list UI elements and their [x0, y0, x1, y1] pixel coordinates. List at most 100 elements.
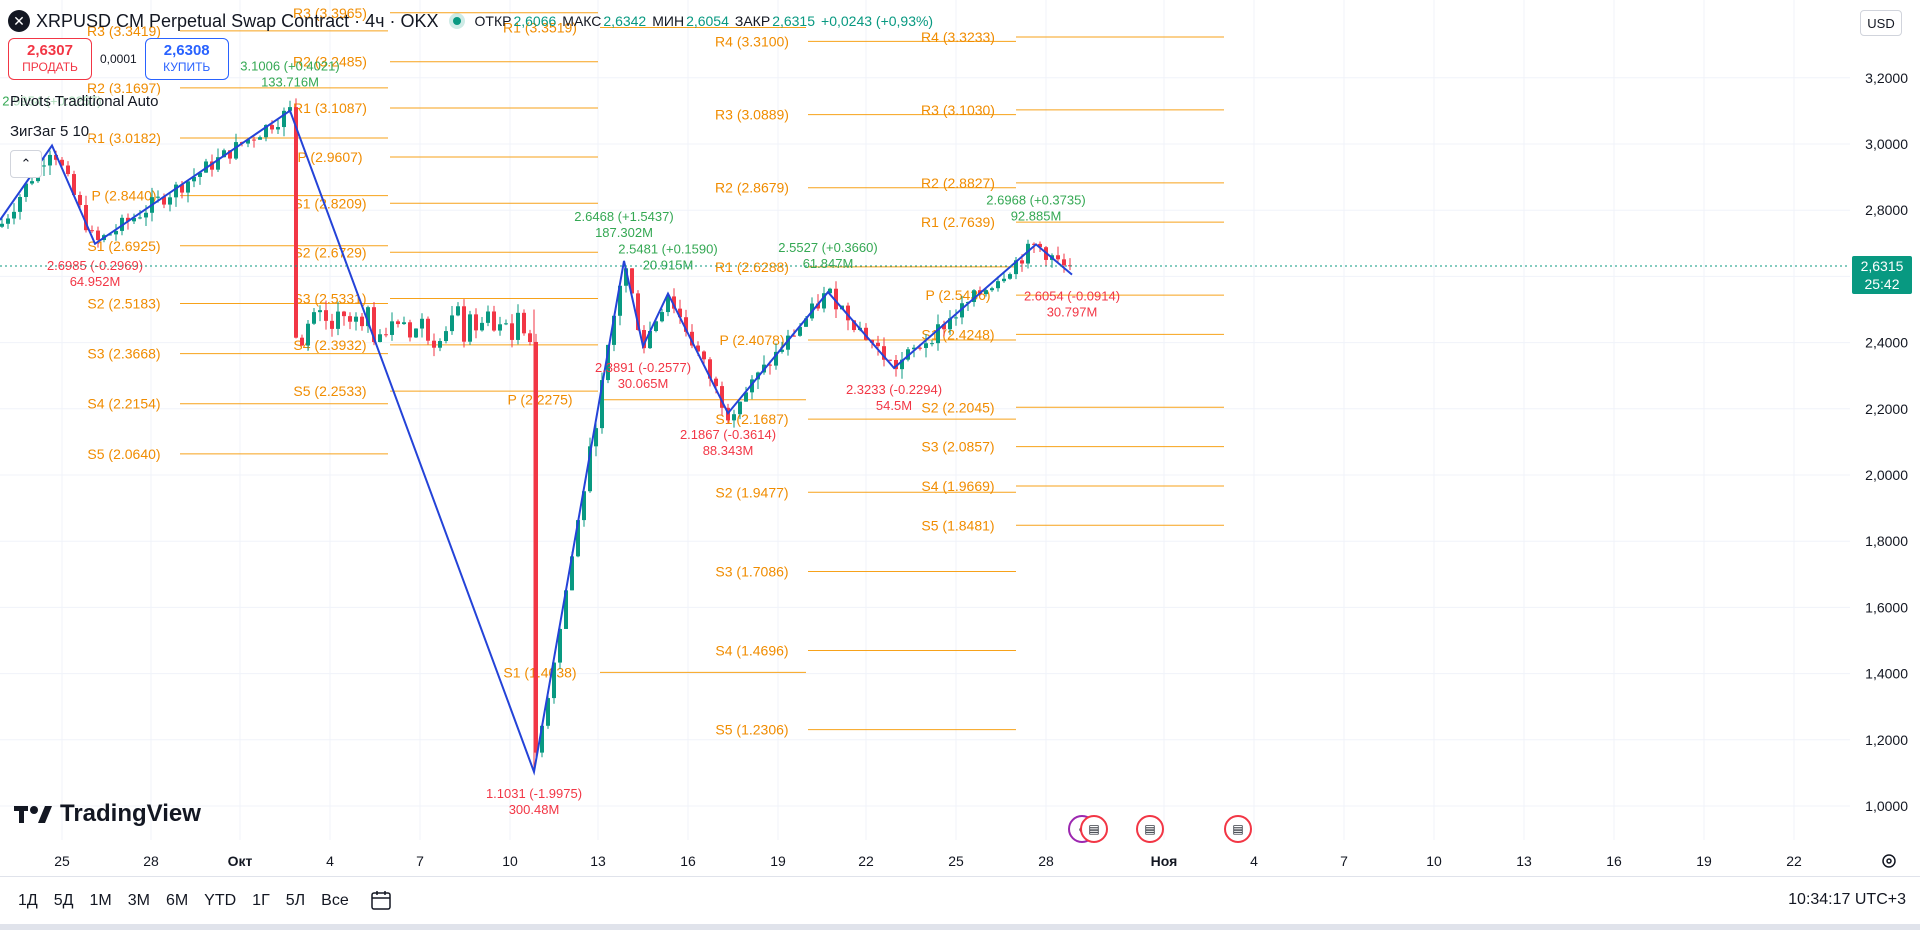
- candle-body: [24, 183, 28, 197]
- indicator-zigzag[interactable]: ЗигЗаг 5 10: [10, 123, 90, 140]
- pivot-label: R3 (3.0889): [715, 107, 789, 123]
- price-tick-label: 2,8000: [1865, 202, 1908, 218]
- candle-body: [252, 139, 256, 141]
- x-logo-icon[interactable]: ✕: [8, 10, 30, 32]
- candle-body: [912, 347, 916, 350]
- pivot-label: R2 (3.2485): [293, 54, 367, 70]
- range-button[interactable]: Все: [321, 892, 349, 909]
- time-tick-label: 4: [326, 853, 334, 869]
- candle-body: [822, 293, 826, 309]
- candle-body: [576, 520, 580, 557]
- candle-body: [864, 327, 868, 340]
- candle-body: [846, 305, 850, 321]
- pivot-label: R1 (3.0182): [87, 130, 161, 146]
- bar-countdown: 25:42: [1864, 276, 1900, 292]
- candle-body: [54, 154, 58, 160]
- bottom-strip: [0, 924, 1920, 930]
- candle-body: [156, 196, 160, 198]
- candle-body: [306, 323, 310, 346]
- pivot-label: S3 (2.3668): [87, 346, 160, 362]
- last-price-tag: 2,6315 25:42: [1852, 256, 1912, 294]
- candle-body: [96, 230, 100, 241]
- symbol-title[interactable]: XRPUSD CM Perpetual Swap Contract · 4ч ·…: [36, 10, 439, 31]
- candle-body: [492, 311, 496, 331]
- zigzag-volume-label: 20.915M: [643, 258, 694, 273]
- trade-panel: 2,6307 ПРОДАТЬ 0,0001 2,6308 КУПИТЬ: [8, 38, 229, 80]
- candle-body: [672, 296, 676, 309]
- zigzag-volume-label: 30.797M: [1047, 305, 1098, 320]
- currency-selector[interactable]: USD: [1860, 10, 1902, 36]
- pivot-label: S4 (2.2154): [87, 396, 160, 412]
- pivot-label: S2 (2.6729): [293, 244, 366, 260]
- chevron-up-icon: ⌃: [20, 156, 32, 171]
- candle-body: [606, 344, 610, 381]
- candle-body: [360, 316, 364, 327]
- candle-body: [960, 303, 964, 318]
- candle-body: [312, 312, 316, 324]
- range-button[interactable]: 6М: [165, 892, 189, 909]
- time-tick-label: Ноя: [1151, 853, 1178, 869]
- candle-body: [402, 322, 406, 325]
- zigzag-volume-label: 300.48M: [509, 802, 560, 817]
- candle-body: [594, 428, 598, 447]
- sell-button[interactable]: 2,6307 ПРОДАТЬ: [8, 38, 92, 80]
- candle-body: [624, 268, 628, 286]
- high-value: 2,6342: [603, 13, 647, 29]
- calendar-go-to-date-icon[interactable]: [369, 889, 395, 913]
- range-button[interactable]: YTD: [204, 892, 237, 909]
- candle-body: [510, 323, 514, 340]
- price-tick-label: 3,2000: [1865, 70, 1908, 86]
- collapse-indicators-button[interactable]: ⌃: [10, 150, 42, 178]
- zigzag-volume-label: 187.302M: [595, 225, 653, 240]
- candle-body: [450, 315, 454, 332]
- candle-body: [630, 268, 634, 294]
- indicator-pivots[interactable]: Pivots Traditional Auto: [10, 93, 159, 110]
- candle-body: [654, 321, 658, 332]
- time-tick-label: 7: [1340, 853, 1348, 869]
- zigzag-price-label: 2.6054 (-0.0914): [1024, 289, 1120, 304]
- candle-body: [12, 211, 16, 219]
- candle-body: [804, 318, 808, 327]
- candle-body: [1014, 260, 1018, 275]
- us-flag-icon[interactable]: ▤: [1136, 815, 1164, 843]
- candle-body: [1062, 259, 1066, 266]
- price-chart[interactable]: P (2.8440) S1 (2.6925) S2 (2.5183) S3 (2.36…: [0, 0, 1920, 870]
- candle-body: [216, 157, 220, 170]
- range-button[interactable]: 1Г: [252, 892, 270, 909]
- candle-body: [582, 491, 586, 521]
- candle-body: [714, 378, 718, 387]
- range-button[interactable]: 5Д: [53, 892, 74, 909]
- close-value: 2,6315: [772, 13, 816, 29]
- range-button[interactable]: 3М: [127, 892, 150, 909]
- candle-body: [540, 725, 544, 753]
- candle-body: [78, 195, 82, 205]
- range-button[interactable]: 5Л: [285, 892, 306, 909]
- pivot-label: R4 (3.3100): [715, 33, 789, 49]
- range-button[interactable]: 1Д: [18, 892, 38, 909]
- change-value: +0,0243 (+0,93%): [821, 13, 934, 29]
- candle-body: [168, 197, 172, 205]
- zigzag-price-label: 2.3233 (-0.2294): [846, 382, 942, 397]
- candle-body: [426, 318, 430, 341]
- clock-timezone[interactable]: 10:34:17 UTC+3: [1788, 891, 1906, 908]
- candle-body: [90, 230, 94, 232]
- us-flag-icon[interactable]: ▤: [1224, 815, 1252, 843]
- price-tick-label: 1,6000: [1865, 599, 1908, 615]
- zigzag-price-label: 2.1867 (-0.3614): [680, 427, 776, 442]
- candle-body: [570, 556, 574, 591]
- candle-body: [372, 307, 376, 342]
- pivot-label: S1 (1.4038): [503, 664, 576, 680]
- tradingview-logo[interactable]: TradingView: [14, 800, 201, 828]
- buy-button[interactable]: 2,6308 КУПИТЬ: [144, 38, 229, 80]
- axis-settings-icon[interactable]: [1880, 852, 1898, 870]
- range-button[interactable]: 1М: [89, 892, 112, 909]
- candle-body: [984, 290, 988, 295]
- candle-body: [528, 333, 532, 342]
- pivot-label: R3 (3.3965): [293, 5, 367, 21]
- candle-body: [432, 340, 436, 348]
- pivot-label: S5 (1.8481): [921, 517, 994, 533]
- candle-body: [288, 107, 292, 111]
- us-flag-icon[interactable]: ▤: [1080, 815, 1108, 843]
- zigzag-volume-label: 54.5M: [876, 398, 912, 413]
- candle-body: [642, 330, 646, 349]
